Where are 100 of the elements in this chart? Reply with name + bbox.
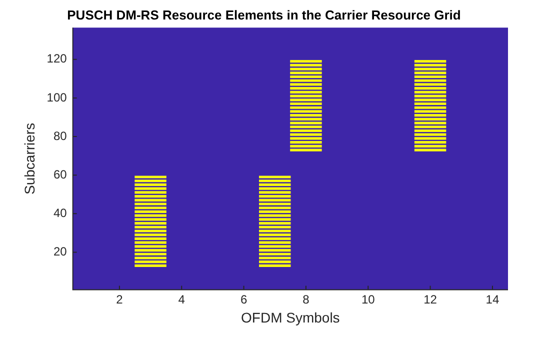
bar: [134, 248, 166, 252]
bar: [258, 195, 291, 198]
bar: [134, 252, 166, 256]
bar: [414, 64, 446, 66]
bar: [414, 110, 446, 113]
bar: [258, 264, 291, 267]
bar: [414, 144, 446, 148]
bar: [134, 264, 166, 267]
x-tick-label: 12: [424, 292, 438, 306]
bar: [290, 79, 322, 82]
bar: [258, 245, 291, 248]
bar: [290, 141, 322, 144]
bar: [134, 241, 166, 244]
bar: [290, 98, 322, 102]
bar: [414, 83, 446, 86]
bar: [290, 72, 322, 74]
bar: [414, 106, 446, 109]
bar: [414, 90, 446, 94]
bar: [290, 83, 322, 86]
bar: [258, 218, 291, 221]
bar: [414, 72, 446, 74]
y-axis-title: Subcarriers: [21, 122, 38, 194]
bar: [258, 248, 291, 252]
bar: [414, 122, 446, 124]
bar: [258, 256, 291, 260]
bar: [414, 137, 446, 140]
bar: [134, 176, 166, 178]
bar: [414, 79, 446, 82]
bar: [134, 237, 166, 240]
bar: [258, 214, 291, 217]
bar: [290, 102, 322, 106]
bar: [258, 226, 291, 228]
bar: [258, 176, 291, 178]
bar: [290, 94, 322, 98]
bar: [134, 222, 166, 225]
bar: [258, 241, 291, 244]
bar: [134, 226, 166, 228]
x-tick-label: 6: [240, 292, 248, 306]
bar: [290, 87, 322, 90]
bar: [290, 114, 322, 117]
bar: [414, 118, 446, 120]
y-tick-label: 40: [53, 206, 68, 220]
bar: [258, 206, 291, 210]
bar: [414, 148, 446, 152]
bar: [134, 210, 166, 214]
bar: [134, 230, 166, 232]
bar: [258, 234, 291, 236]
bar: [134, 256, 166, 260]
bar: [414, 68, 446, 70]
bar: [414, 60, 446, 63]
bar: [414, 102, 446, 106]
bar: [134, 191, 166, 194]
bar: [134, 218, 166, 221]
bar: [290, 110, 322, 113]
bar: [414, 129, 446, 132]
bar: [258, 180, 291, 182]
bar: [414, 98, 446, 102]
bar: [134, 198, 166, 202]
bar: [258, 191, 291, 194]
x-tick-label: 8: [302, 292, 310, 306]
bar: [290, 144, 322, 148]
bar: [134, 245, 166, 248]
bar: [290, 122, 322, 124]
bar: [290, 64, 322, 66]
bar: [258, 202, 291, 206]
bar: [134, 187, 166, 190]
y-tick-label: 100: [46, 90, 68, 104]
bar: [258, 183, 291, 186]
bar: [258, 210, 291, 214]
bar: [134, 234, 166, 236]
x-tick-label: 2: [116, 292, 124, 306]
bar: [290, 133, 322, 136]
x-tick-label: 14: [486, 292, 500, 306]
bar: [414, 94, 446, 98]
bar: [258, 230, 291, 232]
bar: [414, 114, 446, 117]
y-tick-label: 20: [53, 244, 68, 259]
y-tick-label: 60: [53, 167, 68, 182]
bar: [134, 180, 166, 182]
bar: [134, 206, 166, 210]
y-tick-label: 120: [46, 52, 68, 66]
bar: [258, 187, 291, 190]
bar: [258, 237, 291, 240]
bar: [134, 214, 166, 217]
bar: [258, 222, 291, 225]
bar: [134, 202, 166, 206]
bar: [258, 260, 291, 264]
bar: [258, 198, 291, 202]
bar: [290, 75, 322, 78]
bar: [134, 260, 166, 264]
bar: [290, 90, 322, 94]
bar: [290, 137, 322, 140]
bar: [414, 75, 446, 78]
x-axis-title: OFDM Symbols: [241, 309, 340, 326]
bar: [414, 133, 446, 136]
bar: [414, 87, 446, 90]
y-tick-label: 80: [53, 128, 68, 143]
bar: [134, 183, 166, 186]
bar: [290, 148, 322, 152]
bar: [414, 126, 446, 128]
